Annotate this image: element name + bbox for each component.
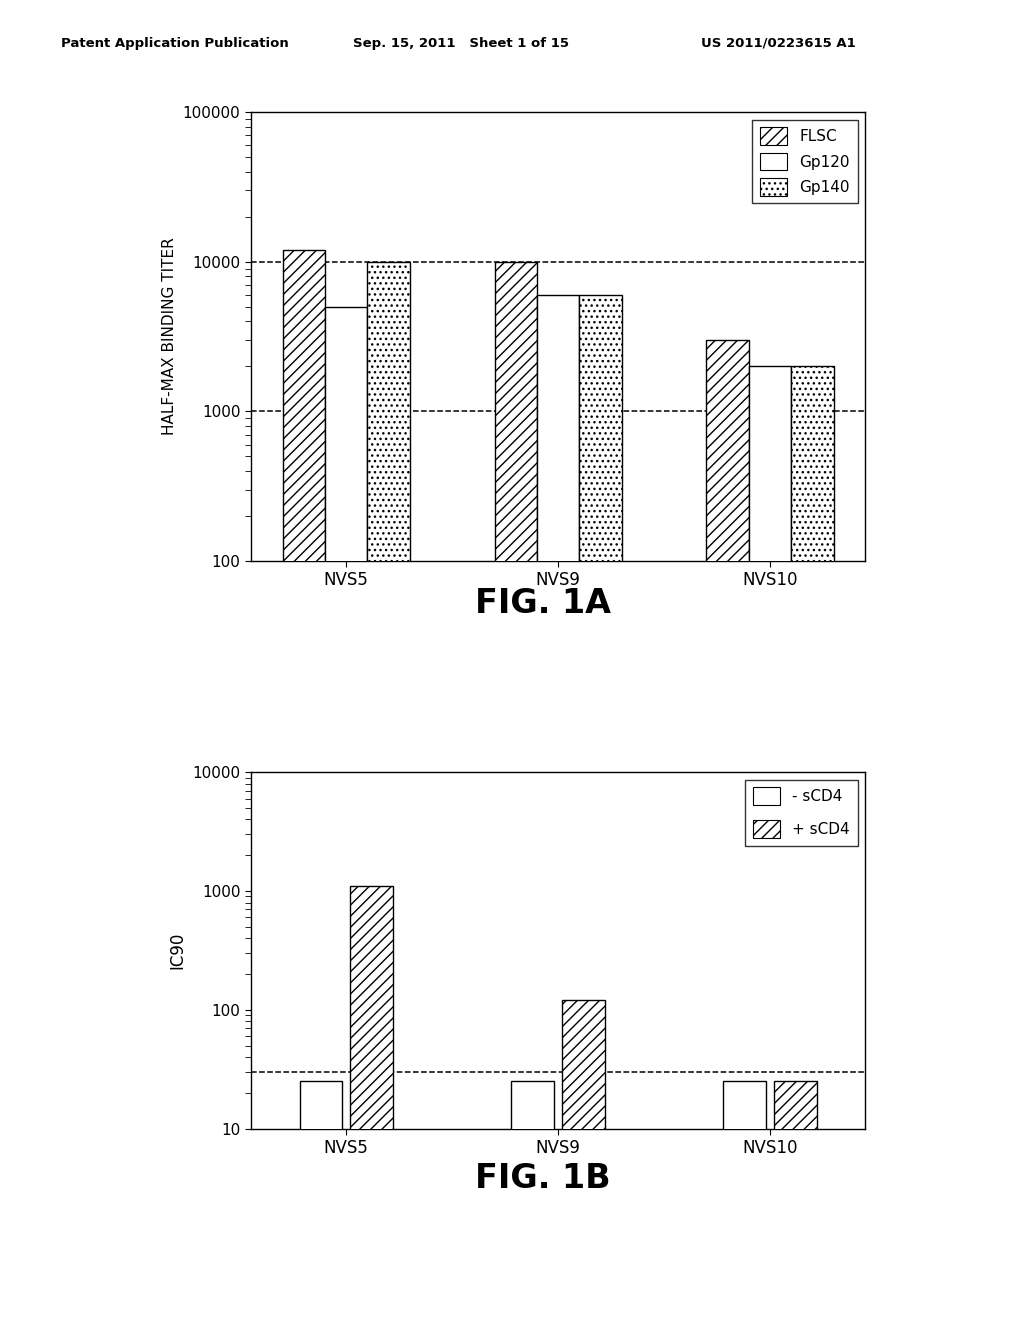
Text: FIG. 1B: FIG. 1B (475, 1162, 610, 1195)
Text: Sep. 15, 2011   Sheet 1 of 15: Sep. 15, 2011 Sheet 1 of 15 (353, 37, 569, 50)
Bar (283, 249, 325, 1320)
Text: FIG. 1A: FIG. 1A (475, 587, 610, 620)
Y-axis label: HALF-MAX BINDING TITER: HALF-MAX BINDING TITER (162, 238, 177, 436)
Bar (300, 1081, 342, 1320)
Bar (774, 1081, 816, 1320)
Y-axis label: IC90: IC90 (169, 932, 186, 969)
Bar (707, 341, 749, 1320)
Bar (350, 886, 393, 1320)
Bar (562, 1001, 605, 1320)
Legend: - sCD4, + sCD4: - sCD4, + sCD4 (745, 780, 858, 846)
Bar (368, 261, 410, 1320)
Bar (723, 1081, 766, 1320)
Text: US 2011/0223615 A1: US 2011/0223615 A1 (701, 37, 856, 50)
Bar (495, 261, 537, 1320)
Bar (749, 367, 792, 1320)
Bar (537, 294, 580, 1320)
Legend: FLSC, Gp120, Gp140: FLSC, Gp120, Gp140 (753, 120, 858, 203)
Bar (511, 1081, 554, 1320)
Bar (325, 306, 368, 1320)
Bar (792, 367, 834, 1320)
Text: Patent Application Publication: Patent Application Publication (61, 37, 289, 50)
Bar (580, 294, 622, 1320)
